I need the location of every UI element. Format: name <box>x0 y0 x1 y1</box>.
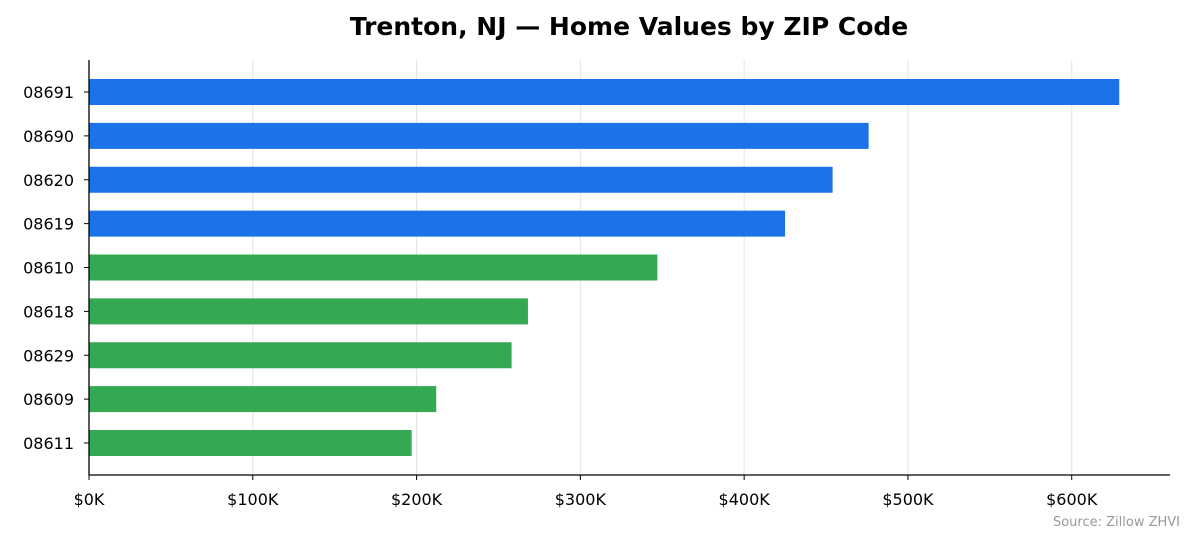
x-tick-label: $200K <box>391 490 443 509</box>
y-tick-label: 08629 <box>23 346 74 365</box>
y-tick-labels: 08691 08690 08620 08619 08610 08618 08629 08609… <box>23 83 74 453</box>
y-tick-label: 08691 <box>23 83 74 102</box>
bar-08609 <box>89 386 437 413</box>
x-tick-label: $300K <box>555 490 607 509</box>
bar-08619 <box>89 210 786 237</box>
y-tick-label: 08690 <box>23 127 74 146</box>
y-tick-label: 08618 <box>23 302 74 321</box>
x-tick-labels: $0K $100K $200K $300K $400K $500K $600K <box>74 490 1098 509</box>
bars <box>89 79 1120 456</box>
chart-title: Trenton, NJ — Home Values by ZIP Code <box>350 12 908 41</box>
x-tick-label: $100K <box>227 490 279 509</box>
bar-08618 <box>89 298 528 325</box>
x-tick-label: $400K <box>719 490 771 509</box>
bar-08691 <box>89 79 1120 105</box>
axes <box>84 60 1170 480</box>
y-tick-label: 08609 <box>23 390 74 409</box>
y-tick-label: 08610 <box>23 259 74 278</box>
source-note: Source: Zillow ZHVI <box>1053 515 1180 530</box>
bar-08611 <box>89 430 412 456</box>
bar-08620 <box>89 166 833 193</box>
x-tick-label: $0K <box>74 490 105 509</box>
x-tick-label: $500K <box>882 490 934 509</box>
y-tick-label: 08620 <box>23 171 74 190</box>
bar-08629 <box>89 342 512 369</box>
bar-08690 <box>89 122 869 149</box>
bar-08610 <box>89 254 658 281</box>
x-tick-label: $600K <box>1046 490 1098 509</box>
y-tick-label: 08619 <box>23 215 74 234</box>
y-tick-label: 08611 <box>23 434 74 453</box>
